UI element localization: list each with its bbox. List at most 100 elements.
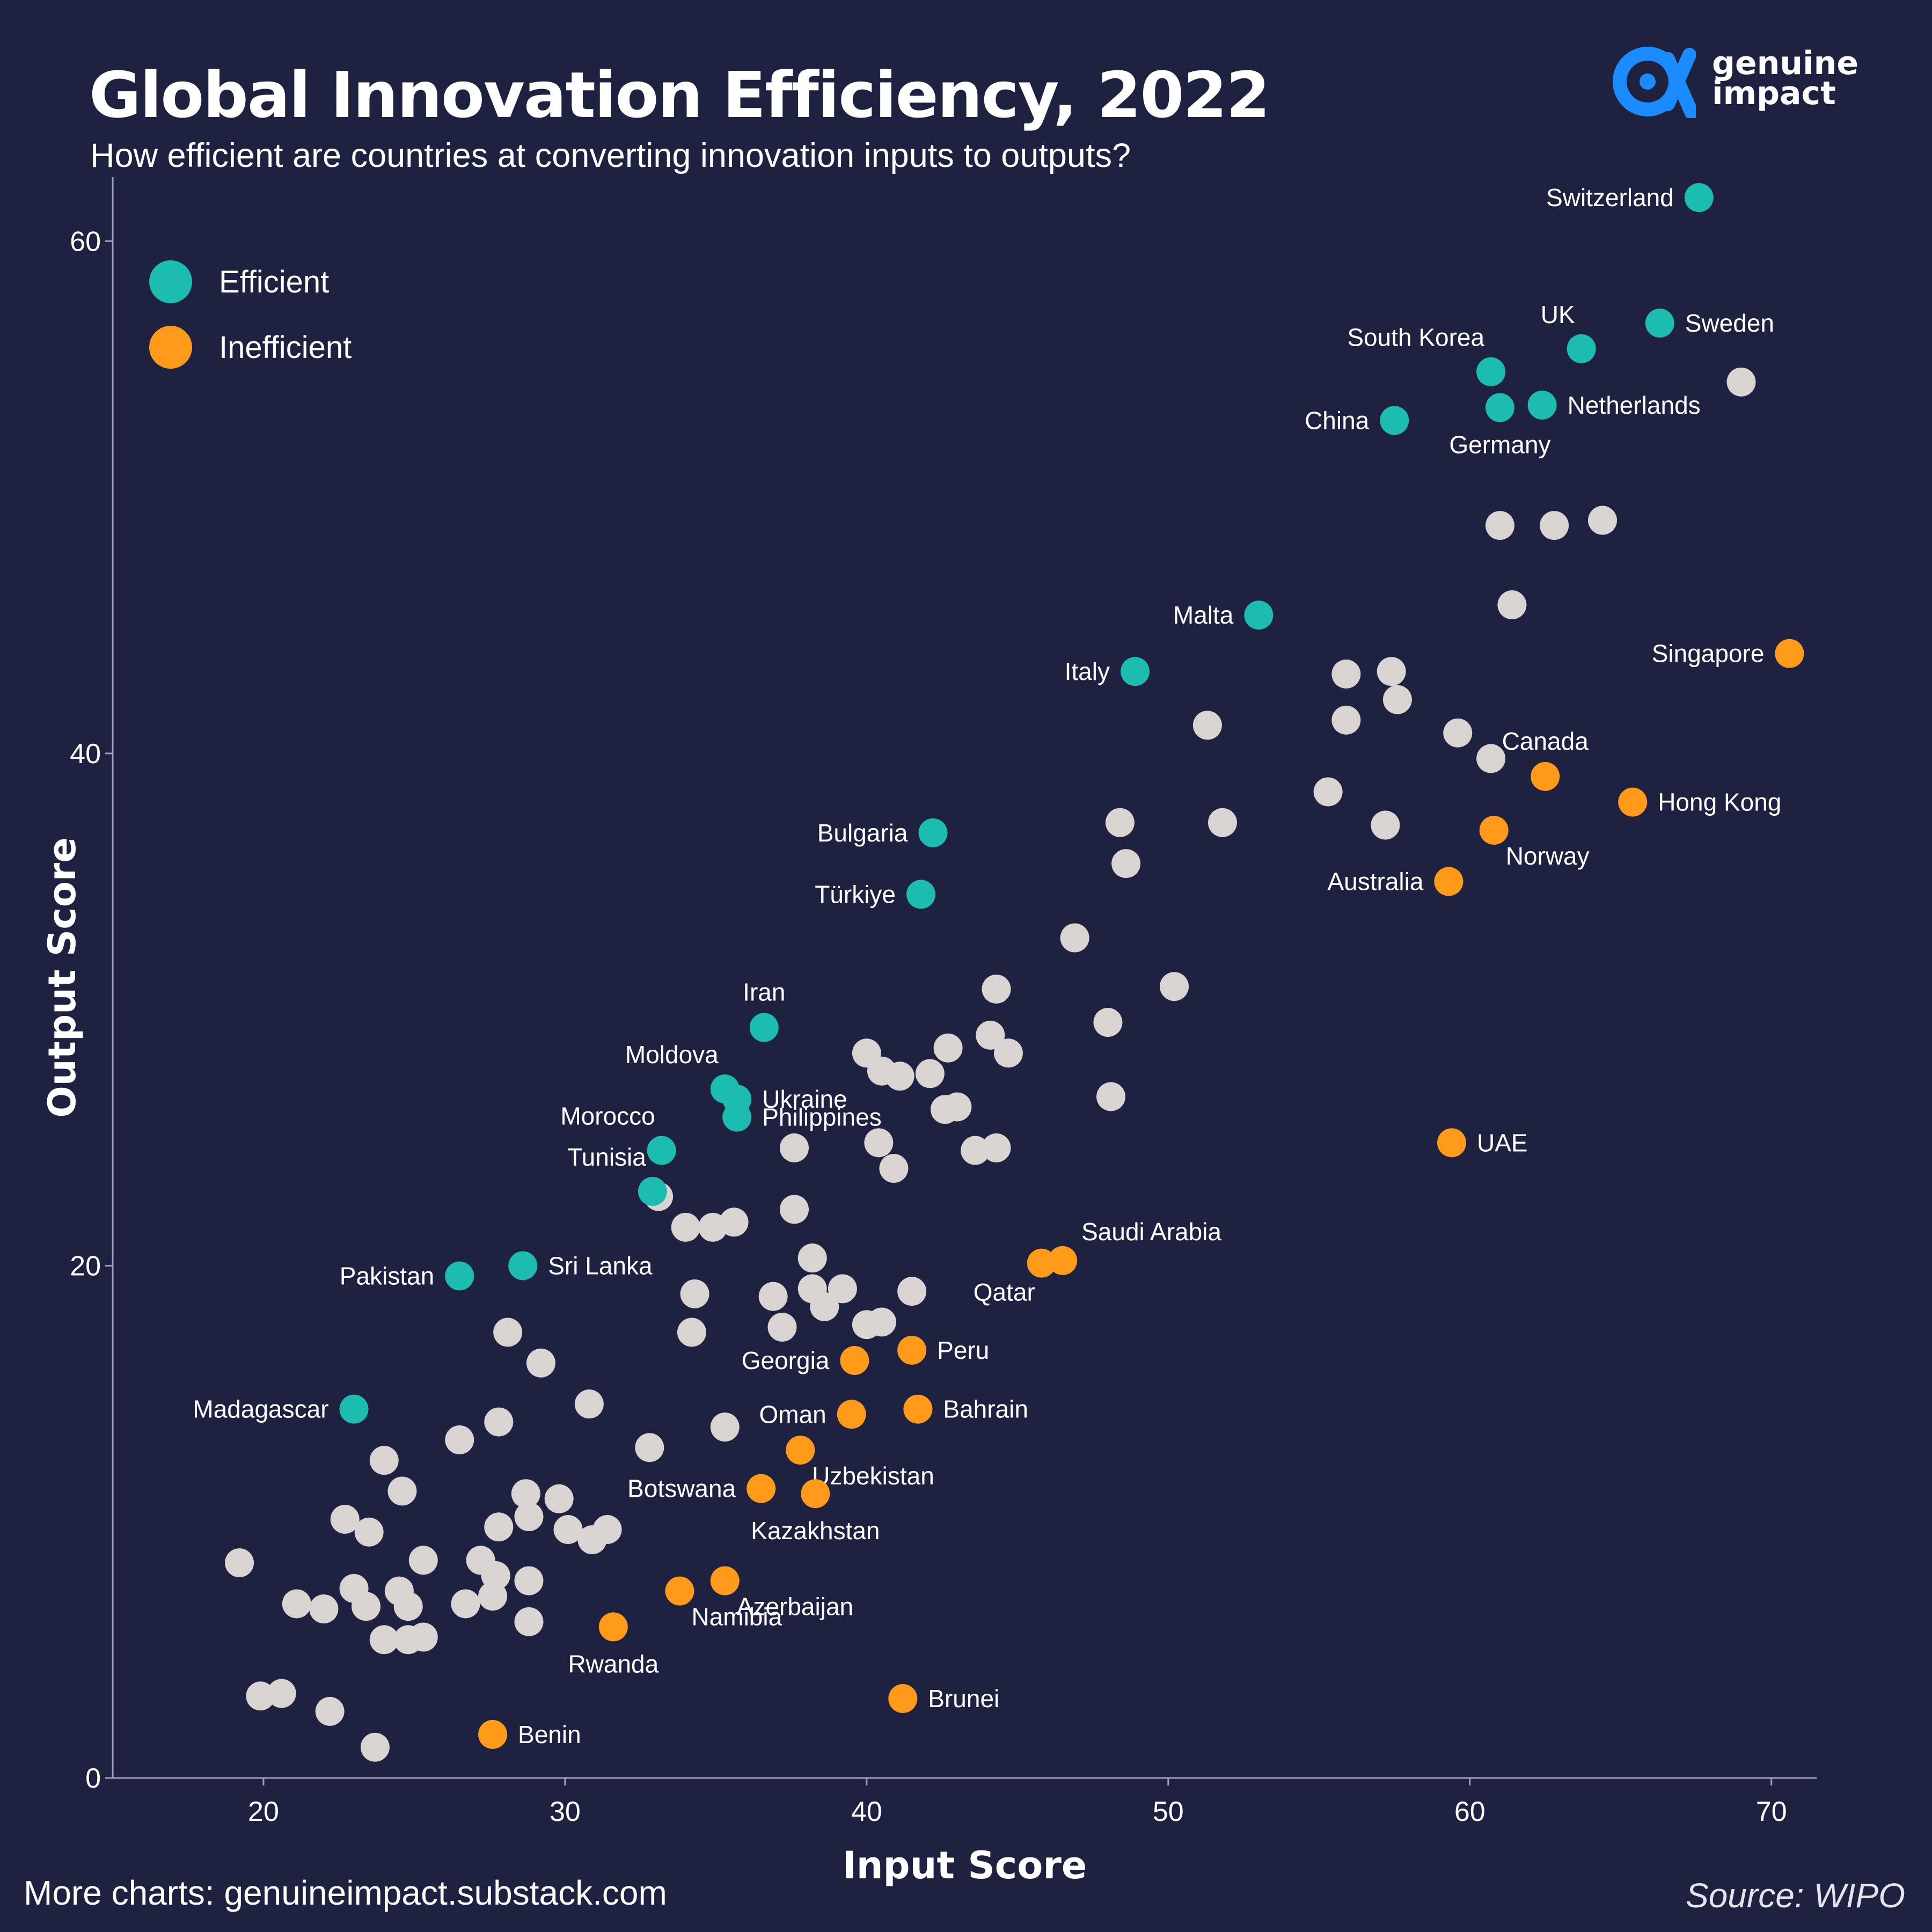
brand-name-line2: impact [1712, 75, 1836, 112]
scatter-point-efficient [1380, 406, 1409, 435]
point-label: Brunei [928, 1685, 999, 1713]
point-label: Norway [1506, 842, 1590, 870]
scatter-point-inefficient [665, 1576, 694, 1606]
legend-marker-inefficient [149, 326, 192, 369]
scatter-point-neutral [352, 1592, 381, 1621]
scatter-point-inefficient [786, 1436, 815, 1465]
point-label: UAE [1477, 1129, 1528, 1157]
scatter-point-neutral [1111, 849, 1141, 879]
point-label: Ukraine [762, 1085, 847, 1113]
scatter-point-efficient [1485, 393, 1514, 422]
point-label: China [1305, 406, 1370, 434]
scatter-point-neutral [933, 1033, 963, 1063]
scatter-point-neutral [993, 1038, 1023, 1068]
legend-marker-efficient [149, 260, 192, 303]
legend-label: Inefficient [219, 330, 352, 365]
point-label: Switzerland [1546, 184, 1674, 211]
scatter-point-neutral [719, 1208, 749, 1237]
x-tick-label: 20 [248, 1796, 279, 1827]
point-label: Kazakhstan [751, 1517, 880, 1545]
chart-legend: Efficient Inefficient [149, 260, 352, 369]
point-label: Uzbekistan [812, 1462, 934, 1490]
scatter-point-neutral [767, 1312, 797, 1342]
scatter-point-inefficient [710, 1566, 740, 1596]
scatter-point-neutral [982, 1133, 1011, 1162]
chart-title: Global Innovation Efficiency, 2022 [89, 58, 1270, 132]
point-label: Georgia [742, 1346, 830, 1374]
scatter-point-inefficient [1434, 867, 1463, 896]
scatter-point-neutral [976, 1020, 1005, 1050]
scatter-point-neutral [514, 1502, 544, 1532]
point-label: Madagascar [193, 1395, 328, 1423]
scatter-point-efficient [508, 1251, 538, 1280]
scatter-point-efficient [1527, 390, 1557, 420]
scatter-point-inefficient [837, 1400, 866, 1429]
x-tick-label: 40 [851, 1796, 882, 1827]
scatter-point-neutral [1476, 744, 1506, 773]
scatter-point-neutral [1208, 808, 1237, 837]
scatter-point-neutral [1192, 711, 1222, 740]
point-label: Peru [937, 1336, 989, 1364]
legend-label: Efficient [219, 265, 329, 299]
scatter-point-efficient [445, 1261, 474, 1291]
x-tick-label: 60 [1454, 1796, 1485, 1827]
scatter-point-neutral [780, 1195, 809, 1224]
scatter-point-neutral [797, 1243, 827, 1273]
x-tick-label: 30 [550, 1796, 581, 1827]
point-label: South Korea [1347, 324, 1484, 352]
scatter-point-neutral [1331, 705, 1361, 735]
scatter-point-neutral [387, 1476, 417, 1506]
scatter-point-neutral [864, 1128, 894, 1158]
scatter-point-neutral [493, 1318, 523, 1347]
footer-link[interactable]: More charts: genuineimpact.substack.com [24, 1874, 667, 1912]
point-label: Malta [1173, 601, 1234, 629]
x-axis-title: Input Score [843, 1843, 1087, 1887]
scatter-point-neutral [445, 1425, 474, 1454]
scatter-point-neutral [982, 974, 1011, 1004]
point-label: Rwanda [568, 1650, 658, 1678]
scatter-point-inefficient [903, 1394, 933, 1424]
scatter-point-neutral [393, 1592, 423, 1621]
point-label: Qatar [974, 1278, 1035, 1306]
scatter-point-neutral [1443, 718, 1473, 748]
point-label: Saudi Arabia [1081, 1218, 1221, 1246]
scatter-point-efficient [1476, 357, 1506, 386]
point-label: Botswana [627, 1475, 736, 1503]
scatter-point-efficient [339, 1394, 369, 1424]
scatter-point-neutral [885, 1062, 914, 1091]
brand-name-line1: genuine [1712, 45, 1859, 82]
point-label: Italy [1065, 657, 1110, 685]
scatter-point-neutral [577, 1525, 607, 1555]
scatter-point-inefficient [1775, 639, 1804, 668]
chart-subtitle: How efficient are countries at convertin… [90, 137, 1131, 174]
scatter-point-neutral [961, 1136, 990, 1165]
scatter-point-neutral [1371, 810, 1400, 840]
scatter-point-neutral [1105, 808, 1135, 837]
scatter-point-inefficient [598, 1612, 628, 1642]
scatter-point-neutral [897, 1277, 927, 1306]
scatter-point-neutral [408, 1622, 438, 1652]
scatter-point-neutral [867, 1307, 896, 1337]
point-label: Germany [1449, 431, 1550, 459]
point-label: Bahrain [943, 1395, 1028, 1423]
brand-logo[interactable]: genuine impact [1610, 43, 1862, 123]
scatter-point-efficient [749, 1013, 779, 1042]
scatter-point-neutral [514, 1607, 544, 1636]
scatter-point-neutral [330, 1504, 360, 1534]
scatter-point-neutral [246, 1681, 275, 1711]
scatter-point-inefficient [1048, 1246, 1078, 1275]
scatter-point-inefficient [1531, 762, 1560, 791]
scatter-point-neutral [360, 1732, 390, 1762]
scatter-point-inefficient [801, 1479, 830, 1509]
scatter-point-neutral [1588, 506, 1618, 535]
point-label: Sri Lanka [548, 1252, 653, 1279]
scatter-point-efficient [722, 1102, 752, 1132]
scatter-point-neutral [511, 1479, 540, 1509]
y-tick-label: 40 [70, 738, 101, 770]
scatter-point-neutral [1331, 659, 1361, 689]
scatter-point-inefficient [1618, 787, 1648, 817]
scatter-point-efficient [1684, 183, 1714, 213]
scatter-point-neutral [879, 1154, 909, 1183]
scatter-point-inefficient [478, 1719, 508, 1749]
